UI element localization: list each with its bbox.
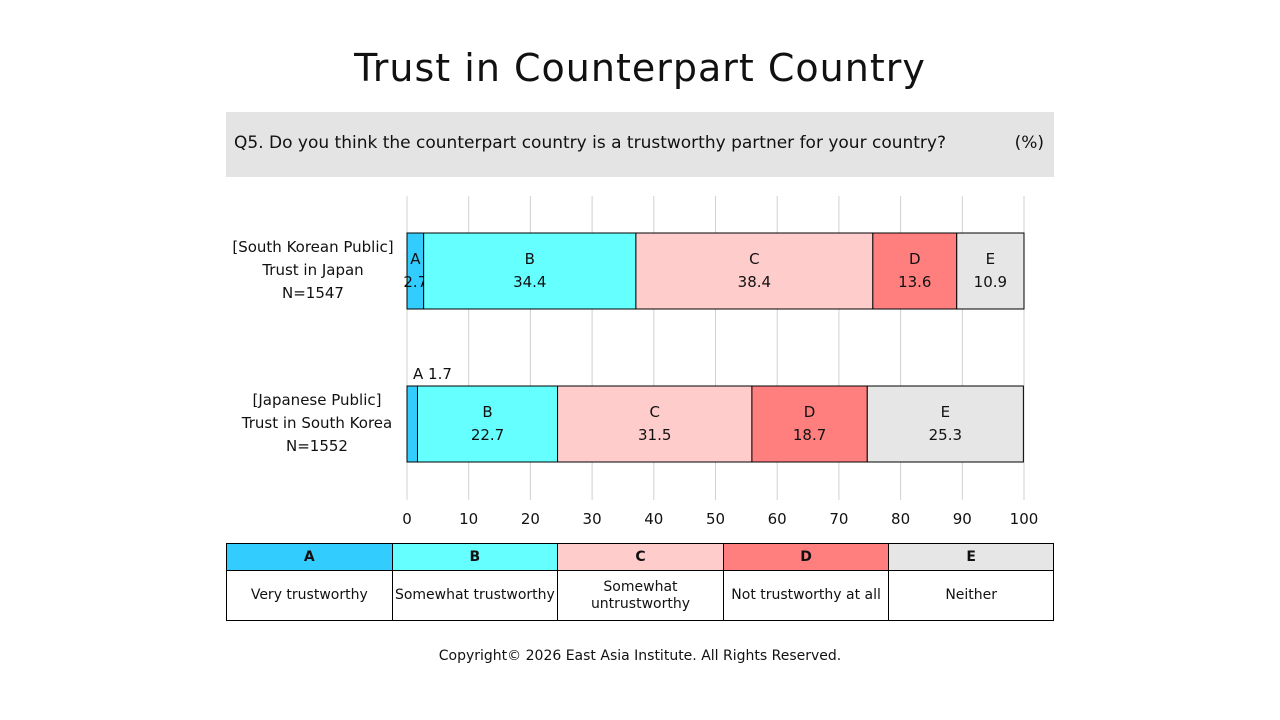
x-tick-label: 60 (768, 510, 787, 528)
row-label-line: [South Korean Public] (232, 238, 394, 256)
bar-value-label: 10.9 (974, 273, 1007, 291)
bar-value-label: 38.4 (738, 273, 771, 291)
row-label-line: N=1547 (282, 284, 344, 302)
bar-segment-c (557, 385, 753, 463)
x-tick-label: 20 (521, 510, 540, 528)
bar-value-label: 31.5 (638, 426, 671, 444)
bar-segment-b (423, 232, 637, 310)
x-tick-label: 40 (644, 510, 663, 528)
row-label-japanese-public: [Japanese Public] Trust in South Korea N… (217, 389, 417, 458)
bar-value-label: 13.6 (898, 273, 931, 291)
stacked-bar-chart: 0 10 20 30 40 50 60 70 80 90 100 A 2.7 B 34.4 C 38.4 D 13.… (402, 196, 1039, 528)
row-label-south-korean-public: [South Korean Public] Trust in Japan N=1… (213, 236, 413, 305)
row-label-line: N=1552 (286, 437, 348, 455)
x-tick-label: 70 (829, 510, 848, 528)
x-tick-label: 30 (583, 510, 602, 528)
bar-segment-a (406, 385, 418, 463)
bar-segment-a (406, 232, 425, 310)
bar-segment-e (956, 232, 1025, 310)
bar-category-label: D (909, 250, 921, 268)
legend-desc-a: Very trustworthy (226, 571, 392, 620)
legend-desc-b: Somewhat trustworthy (391, 571, 558, 620)
question-box: Q5. Do you think the counterpart country… (226, 112, 1054, 177)
x-tick-label: 0 (402, 510, 412, 528)
x-tick-label: 90 (953, 510, 972, 528)
bar-category-label: C (749, 250, 759, 268)
x-tick-label: 80 (891, 510, 910, 528)
bar-category-label: D (804, 403, 816, 421)
bar-category-label: B (525, 250, 535, 268)
row-label-line: [Japanese Public] (252, 391, 382, 409)
legend-table: A B C D E Very trustworthy Somewhat trus… (226, 543, 1054, 621)
legend-key-c: C (557, 543, 723, 571)
bar-segment-b (416, 385, 559, 463)
row-label-line: Trust in Japan (262, 261, 364, 279)
unit-label: (%) (1014, 133, 1044, 153)
bar-category-label: B (482, 403, 492, 421)
bar-value-label: 2.7 (403, 273, 427, 291)
x-tick-label: 50 (706, 510, 725, 528)
bar-value-label: 22.7 (471, 426, 504, 444)
bar-value-label: 34.4 (513, 273, 546, 291)
bar-value-label: 18.7 (793, 426, 826, 444)
bar-segment-d (872, 232, 958, 310)
legend-key-b: B (391, 543, 558, 571)
row-label-line: Trust in South Korea (241, 414, 393, 432)
x-tick-label: 10 (459, 510, 478, 528)
legend-desc-d: Not trustworthy at all (722, 571, 889, 620)
bar-segment-c (635, 232, 874, 310)
legend-key-d: D (722, 543, 889, 571)
bar-outside-label: A 1.7 (413, 365, 452, 383)
bar-value-label: 25.3 (929, 426, 962, 444)
question-text: Q5. Do you think the counterpart country… (234, 133, 947, 153)
bar-category-label: E (941, 403, 950, 421)
legend-desc-e: Neither (888, 571, 1054, 620)
legend-key-a: A (226, 543, 392, 571)
legend-desc-c: Somewhat untrustworthy (557, 571, 723, 620)
legend-key-e: E (888, 543, 1054, 571)
bar-category-label: A (410, 250, 421, 268)
copyright-text: Copyright© 2026 East Asia Institute. All… (438, 648, 842, 664)
x-tick-label: 100 (1010, 510, 1039, 528)
chart-title: Trust in Counterpart Country (354, 46, 926, 90)
bar-category-label: E (986, 250, 995, 268)
bar-segment-d (751, 385, 868, 463)
bar-category-label: C (649, 403, 659, 421)
bar-segment-e (866, 385, 1024, 463)
